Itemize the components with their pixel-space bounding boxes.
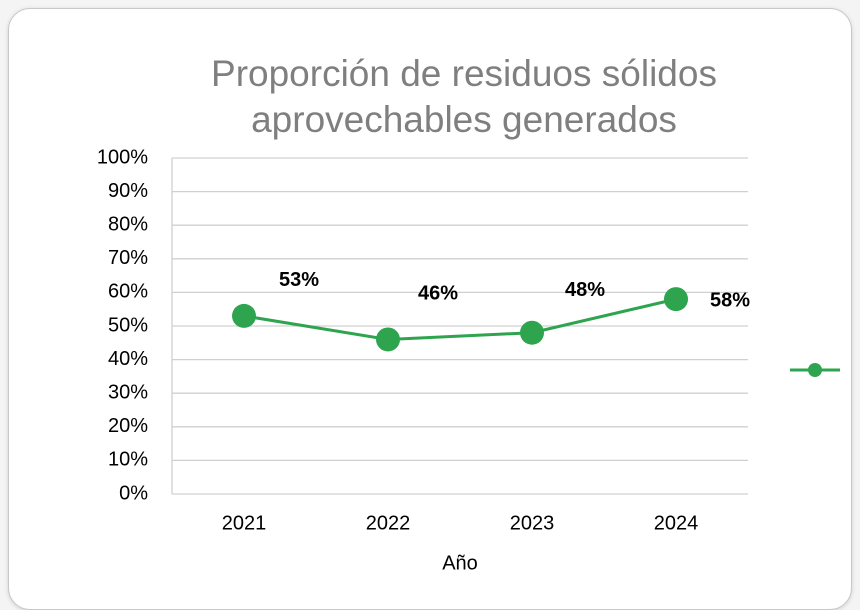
y-tick-label: 30% — [108, 381, 148, 403]
y-tick-label: 0% — [119, 482, 148, 504]
x-axis-label: Año — [442, 552, 478, 574]
y-tick-label: 70% — [108, 247, 148, 269]
y-tick-label: 80% — [108, 213, 148, 235]
data-point — [232, 303, 256, 328]
data-label: 53% — [279, 269, 319, 291]
y-tick-label: 60% — [108, 281, 148, 303]
y-tick-label: 20% — [108, 415, 148, 437]
data-point — [376, 327, 400, 352]
y-tick-label: 10% — [108, 449, 148, 471]
legend-marker — [808, 363, 822, 377]
x-tick-label: 2024 — [654, 512, 699, 534]
x-tick-label: 2023 — [510, 512, 555, 534]
x-tick-label: 2021 — [222, 512, 267, 534]
data-point — [520, 320, 544, 345]
data-line — [243, 297, 677, 341]
x-tick-label: 2022 — [366, 512, 411, 534]
chart-card: Proporción de residuos sólidos aprovecha… — [8, 8, 852, 610]
chart-title: Proporción de residuos sólidos aprovecha… — [211, 53, 717, 140]
data-label: 48% — [565, 279, 605, 301]
y-tick-label: 100% — [97, 146, 148, 168]
y-tick-label: 90% — [108, 180, 148, 202]
data-point — [664, 287, 688, 312]
data-label: 46% — [418, 283, 458, 305]
data-label: 58% — [710, 289, 750, 311]
y-tick-label: 50% — [108, 314, 148, 336]
y-tick-label: 40% — [108, 348, 148, 370]
